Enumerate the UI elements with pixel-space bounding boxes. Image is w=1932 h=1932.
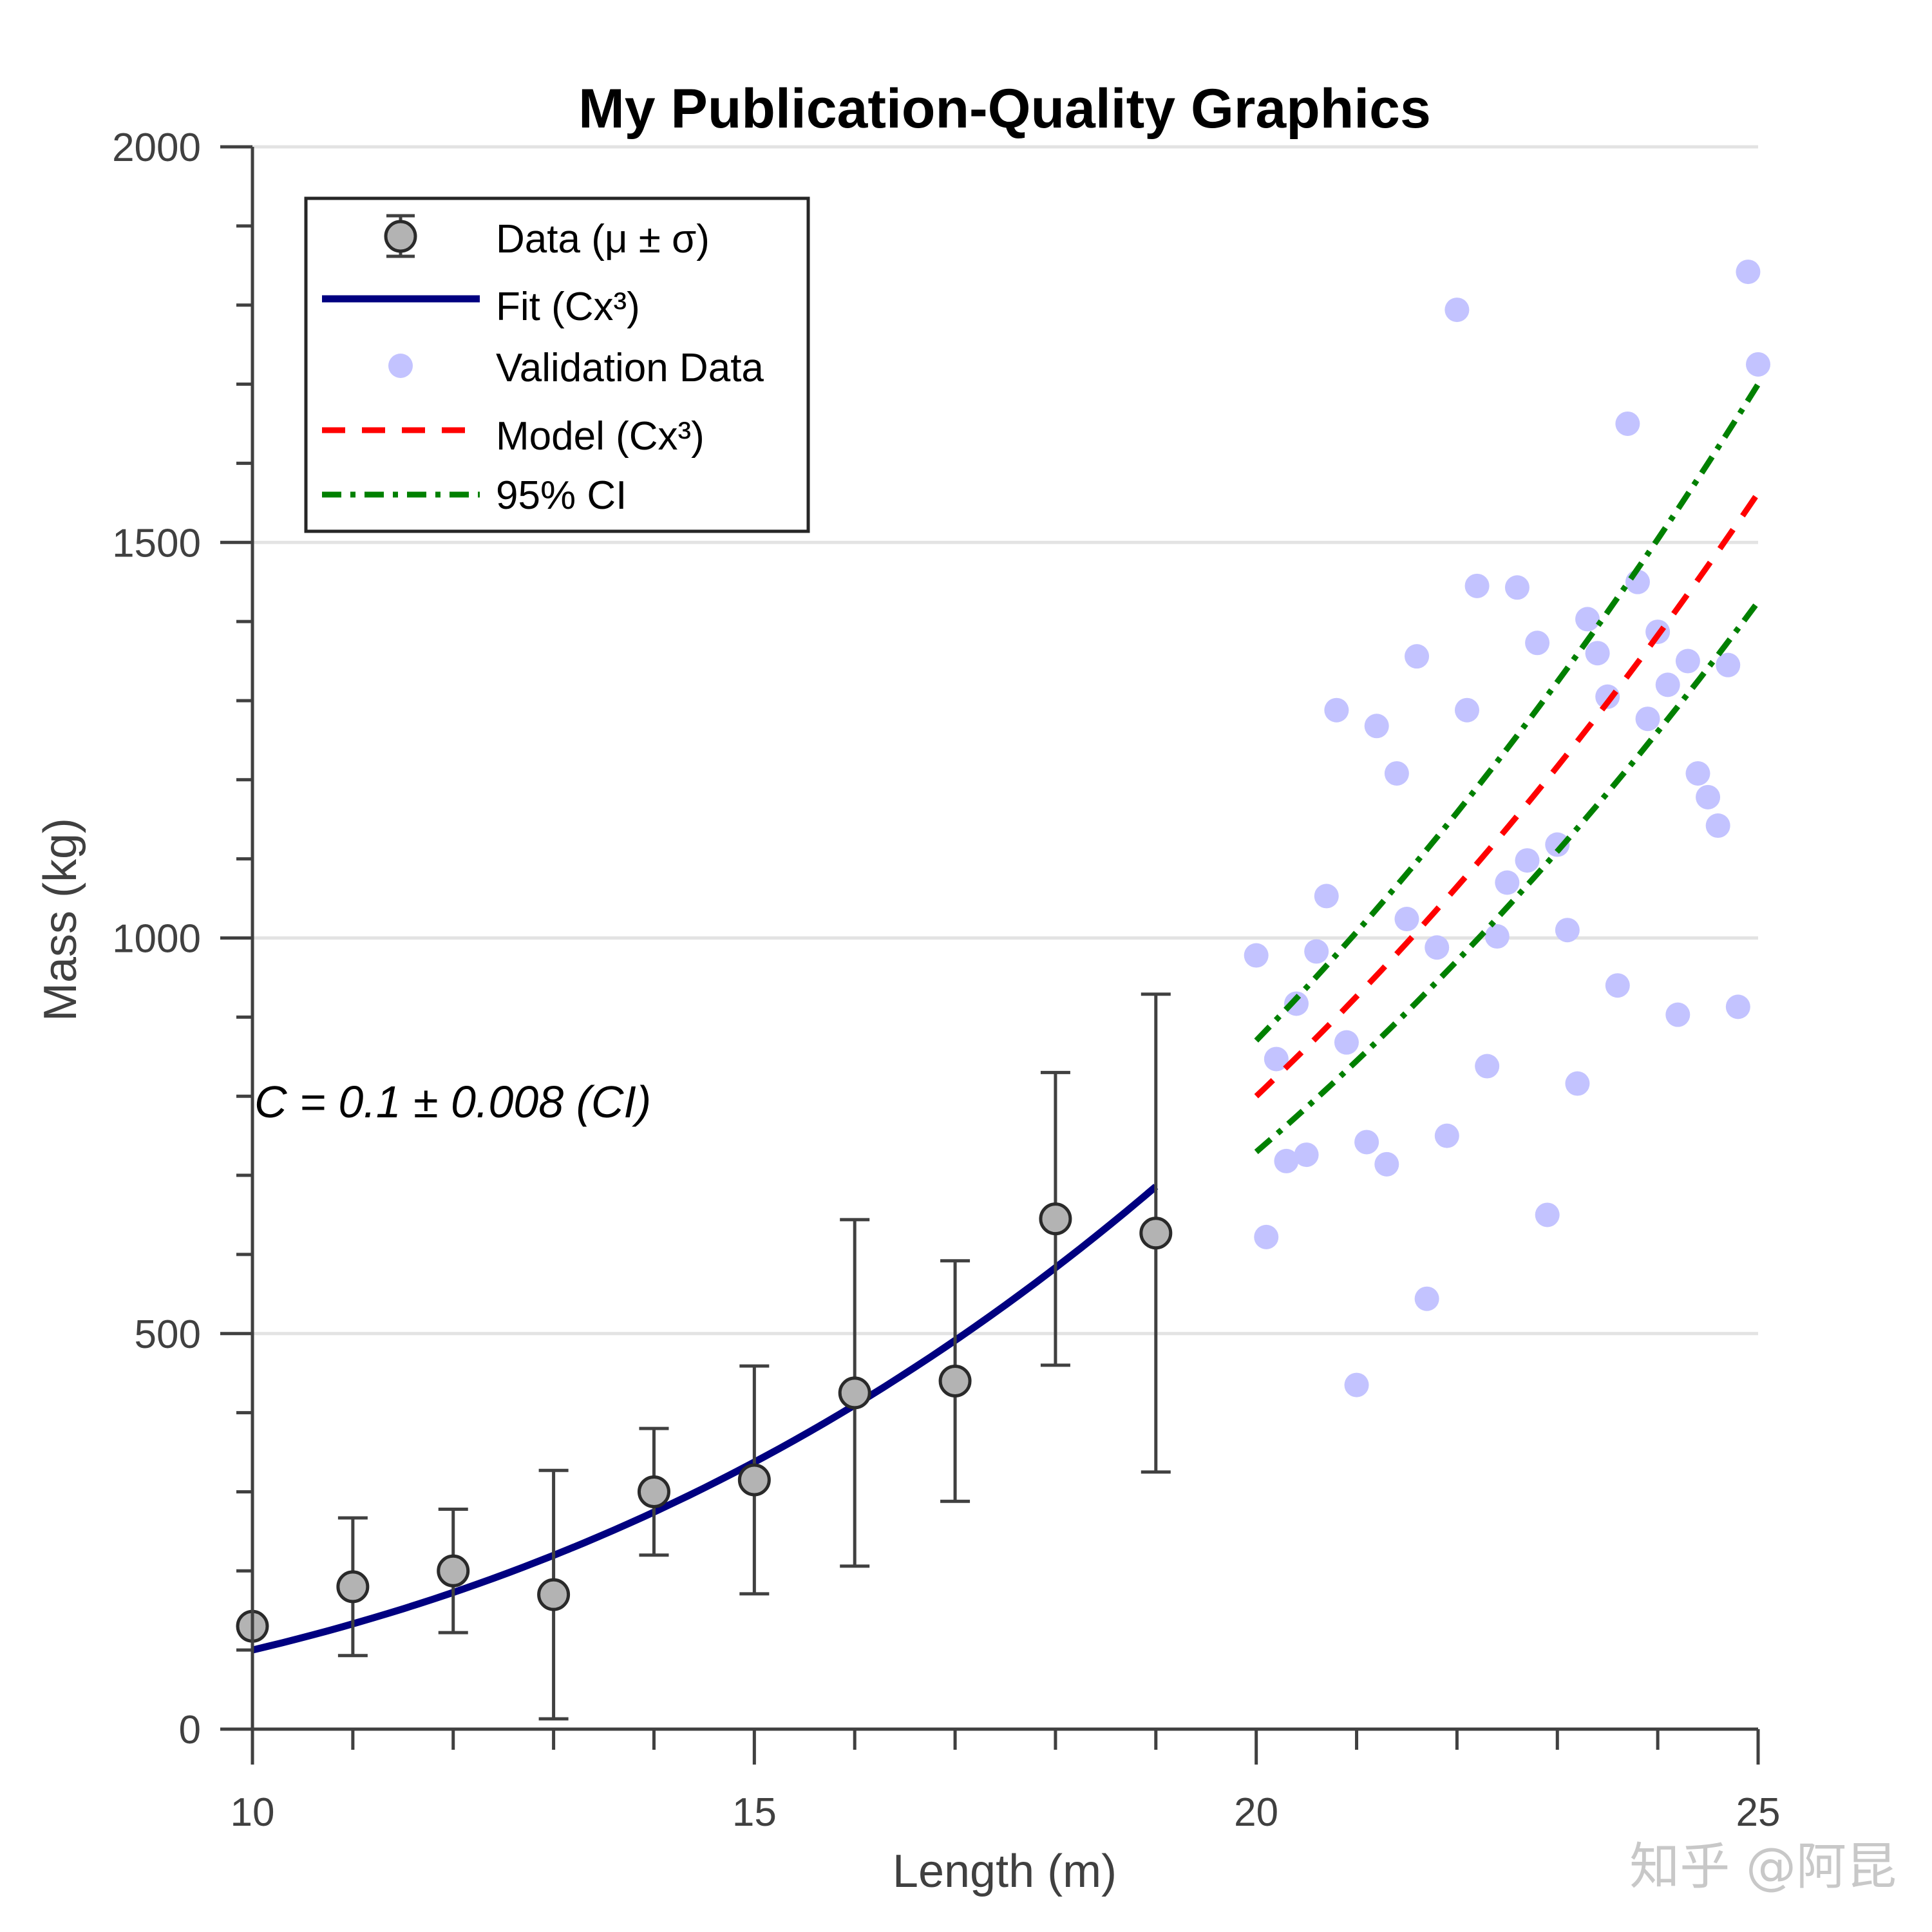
data-point bbox=[838, 1376, 871, 1410]
y-axis-label: Mass (kg) bbox=[35, 818, 86, 1021]
y-tick-label-1500: 1500 bbox=[112, 521, 201, 565]
validation-point bbox=[1334, 1030, 1359, 1055]
validation-point bbox=[1344, 1372, 1369, 1397]
validation-point bbox=[1615, 411, 1640, 436]
y-tick-label-500: 500 bbox=[135, 1312, 201, 1357]
validation-point bbox=[1324, 697, 1349, 723]
validation-point bbox=[1454, 697, 1479, 723]
data-point bbox=[437, 1554, 470, 1587]
legend-entry-model: Model (Cx³) bbox=[496, 414, 705, 459]
validation-point bbox=[1725, 994, 1750, 1019]
validation-point bbox=[1294, 1142, 1319, 1168]
data-point bbox=[737, 1463, 771, 1497]
validation-point bbox=[1484, 924, 1510, 949]
validation-point bbox=[1525, 630, 1550, 656]
data-point bbox=[938, 1364, 972, 1397]
validation-point bbox=[1284, 991, 1309, 1016]
validation-point bbox=[1545, 832, 1570, 857]
validation-point bbox=[1555, 918, 1580, 943]
validation-point bbox=[1575, 607, 1600, 632]
x-tick-label-15: 15 bbox=[732, 1790, 777, 1835]
validation-point bbox=[1605, 973, 1630, 998]
data-point bbox=[637, 1475, 670, 1508]
y-tick-label-2000: 2000 bbox=[112, 126, 201, 170]
validation-point bbox=[1405, 644, 1430, 669]
legend-entry-validation: Validation Data bbox=[496, 346, 764, 390]
validation-point bbox=[1675, 649, 1700, 674]
data-point bbox=[537, 1578, 571, 1611]
validation-point bbox=[1504, 575, 1530, 600]
validation-point bbox=[1314, 884, 1339, 909]
legend-sample-validation-point bbox=[388, 354, 413, 378]
validation-point bbox=[1585, 641, 1610, 666]
legend-entry-fit: Fit (Cx³) bbox=[496, 285, 640, 329]
x-tick-label-25: 25 bbox=[1736, 1790, 1781, 1835]
x-tick-label-10: 10 bbox=[231, 1790, 275, 1835]
validation-point bbox=[1736, 260, 1761, 285]
validation-point bbox=[1354, 1130, 1379, 1155]
validation-point bbox=[1464, 573, 1490, 598]
legend-sample-data-marker bbox=[384, 220, 417, 253]
validation-point bbox=[1304, 939, 1329, 964]
validation-point bbox=[1384, 761, 1409, 786]
x-tick-label-20: 20 bbox=[1234, 1790, 1278, 1835]
legend: Data (μ ± σ) Fit (Cx³) Validation Data M… bbox=[304, 196, 810, 533]
model-line bbox=[1254, 491, 1761, 1099]
legend-samples bbox=[322, 214, 480, 498]
validation-point bbox=[1244, 943, 1269, 968]
chart-title: My Publication-Quality Graphics bbox=[578, 78, 1431, 140]
validation-point bbox=[1264, 1046, 1289, 1072]
validation-point bbox=[1425, 935, 1450, 960]
validation-point bbox=[1655, 672, 1680, 697]
y-tick-label-0: 0 bbox=[179, 1708, 201, 1752]
validation-point bbox=[1394, 907, 1419, 932]
validation-point bbox=[1716, 652, 1741, 677]
data-point bbox=[336, 1570, 370, 1604]
x-axis-label: Length (m) bbox=[893, 1846, 1117, 1897]
validation-point bbox=[1364, 714, 1389, 739]
legend-entry-ci: 95% CI bbox=[496, 473, 627, 518]
fit-coefficient-annotation: C = 0.1 ± 0.008 (CI) bbox=[254, 1077, 651, 1127]
ci-upper-line bbox=[1254, 383, 1761, 1043]
validation-point bbox=[1565, 1071, 1590, 1096]
data-point bbox=[1139, 1217, 1173, 1250]
validation-point bbox=[1665, 1002, 1690, 1027]
validation-point bbox=[1414, 1286, 1439, 1311]
data-point bbox=[1039, 1202, 1072, 1236]
validation-point bbox=[1746, 352, 1770, 377]
legend-entry-data: Data (μ ± σ) bbox=[496, 217, 710, 261]
validation-point bbox=[1475, 1054, 1500, 1079]
validation-point bbox=[1274, 1148, 1299, 1173]
validation-point bbox=[1434, 1123, 1459, 1148]
validation-point bbox=[1696, 784, 1721, 810]
validation-point bbox=[1635, 706, 1660, 732]
validation-point bbox=[1495, 870, 1520, 895]
validation-point bbox=[1535, 1202, 1560, 1227]
ci-lower-line bbox=[1254, 600, 1761, 1155]
validation-point bbox=[1515, 848, 1540, 873]
validation-point bbox=[1254, 1224, 1279, 1249]
validation-point bbox=[1685, 761, 1710, 786]
axes: 0 500 1000 1500 2000 10 15 20 25 bbox=[112, 126, 1780, 1835]
fit-line bbox=[251, 1184, 1159, 1654]
plot-area bbox=[236, 260, 1770, 1721]
validation-point bbox=[1444, 298, 1470, 323]
watermark: 知乎 @阿昆 bbox=[1629, 1838, 1897, 1896]
validation-point bbox=[1374, 1151, 1399, 1177]
validation-point bbox=[1705, 813, 1730, 838]
y-tick-label-1000: 1000 bbox=[112, 917, 201, 961]
